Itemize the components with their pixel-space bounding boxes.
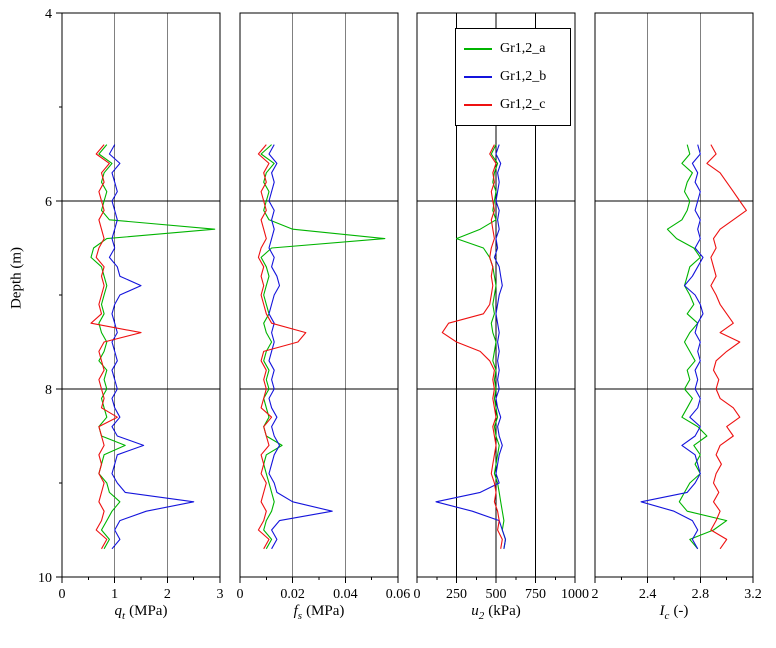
- u2-symbol: u: [471, 603, 479, 619]
- x-tick-label: 1000: [561, 587, 589, 602]
- legend-line-sample-blue: [464, 76, 492, 78]
- x-axis-title-fs: fs (MPa): [240, 603, 398, 629]
- x-tick-label: 3.2: [744, 587, 762, 602]
- series-line-Gr1,2_c: [706, 144, 747, 550]
- legend: Gr1,2_a Gr1,2_b Gr1,2_c: [455, 28, 571, 126]
- u2-subscript: 2: [478, 610, 485, 622]
- qt-unit: (MPa): [129, 603, 168, 619]
- legend-row: Gr1,2_b: [464, 63, 562, 91]
- series-line-Gr1,2_a: [90, 144, 216, 550]
- x-tick-label: 3: [217, 587, 224, 602]
- series-line-Gr1,2_b: [435, 144, 507, 549]
- panel-frame: [239, 12, 399, 578]
- ic-unit: (-): [673, 603, 689, 619]
- panel-frame: [61, 12, 221, 578]
- ic-symbol: I: [659, 603, 665, 619]
- x-tick-label: 0: [59, 587, 66, 602]
- panel-0: 0 1 2 3 4 6 8 10: [38, 7, 224, 602]
- x-axis-title-qt: qt (MPa): [62, 603, 220, 629]
- y-axis-title: Depth (m): [8, 246, 25, 310]
- panel-frame: [594, 12, 754, 578]
- x-tick-label: 500: [486, 587, 507, 602]
- y-tick-label: 4: [45, 7, 52, 22]
- series-line-Gr1,2_c: [257, 144, 307, 550]
- series-line-Gr1,2_c: [441, 144, 503, 549]
- series-line-Gr1,2_a: [260, 144, 386, 550]
- y-tick-label: 10: [38, 571, 52, 586]
- y-tick-label: 6: [45, 195, 52, 210]
- fs-unit: (MPa): [306, 603, 345, 619]
- panel-1: 0 0.02 0.04 0.06: [237, 12, 411, 602]
- u2-unit: (kPa): [488, 603, 521, 619]
- series-line-Gr1,2_a: [666, 144, 728, 550]
- series-line-Gr1,2_b: [268, 144, 333, 550]
- fs-subscript: s: [297, 610, 303, 622]
- x-tick-label: 0: [414, 587, 421, 602]
- legend-line-sample-green: [464, 48, 492, 50]
- legend-row: Gr1,2_a: [464, 35, 562, 63]
- x-tick-label: 0.06: [386, 587, 411, 602]
- x-tick-label: 2: [592, 587, 599, 602]
- x-axis-title-u2: u2 (kPa): [417, 603, 575, 629]
- series-line-Gr1,2_b: [640, 144, 704, 550]
- series-line-Gr1,2_c: [90, 144, 142, 550]
- x-tick-label: 1: [111, 587, 118, 602]
- y-tick-label: 8: [45, 383, 52, 398]
- panel-3: 2 2.4 2.8 3.2: [592, 12, 762, 602]
- legend-label: Gr1,2_c: [500, 97, 546, 112]
- x-tick-label: 2: [164, 587, 171, 602]
- legend-label: Gr1,2_b: [500, 69, 547, 84]
- qt-symbol: q: [114, 603, 123, 619]
- legend-line-sample-red: [464, 104, 492, 106]
- legend-row: Gr1,2_c: [464, 91, 562, 119]
- x-tick-label: 0: [237, 587, 244, 602]
- x-tick-label: 2.4: [639, 587, 657, 602]
- legend-label: Gr1,2_a: [500, 41, 546, 56]
- x-tick-label: 0.04: [333, 587, 358, 602]
- x-tick-label: 250: [446, 587, 467, 602]
- ic-subscript: c: [664, 610, 670, 622]
- fs-symbol: f: [293, 603, 298, 619]
- series-line-Gr1,2_b: [108, 144, 195, 550]
- x-tick-label: 0.02: [280, 587, 305, 602]
- x-axis-title-ic: Ic (-): [595, 603, 753, 629]
- x-tick-label: 750: [525, 587, 546, 602]
- qt-subscript: t: [122, 610, 126, 622]
- x-tick-label: 2.8: [692, 587, 710, 602]
- panel-frame: [416, 12, 576, 578]
